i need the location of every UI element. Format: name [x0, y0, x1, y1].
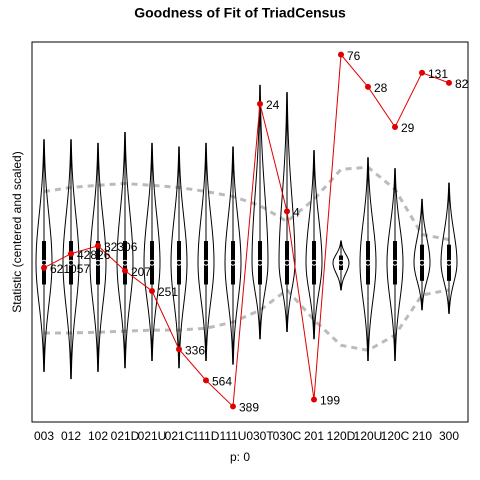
median-dot [176, 259, 182, 266]
count-label: 32306 [104, 240, 138, 254]
count-label: 336 [185, 343, 205, 357]
count-label: 389 [239, 401, 259, 415]
observed-point [446, 79, 452, 86]
count-label: 76 [347, 49, 361, 63]
violin [143, 142, 161, 361]
x-tick-label: 201 [304, 429, 324, 443]
count-label: 28 [374, 81, 388, 95]
count-label: 621057 [50, 262, 90, 276]
violin [224, 146, 242, 365]
median-dot [311, 259, 317, 266]
y-axis-label: Statistic (centered and scaled) [10, 151, 24, 312]
median-dot [149, 259, 155, 266]
observed-point [230, 403, 236, 410]
x-tick-label: 111D [193, 429, 220, 443]
observed-point [419, 69, 425, 76]
median-dot [203, 259, 209, 266]
median-dot [41, 259, 47, 266]
count-label: 42826 [77, 248, 111, 262]
observed-point [68, 250, 74, 257]
observed-point [257, 100, 263, 107]
median-dot [365, 259, 371, 266]
violin [170, 146, 188, 369]
x-tick-label: 300 [439, 429, 459, 443]
median-dot [392, 259, 398, 266]
observed-point [203, 377, 209, 384]
violin [305, 150, 323, 340]
median-dot [95, 259, 101, 266]
median-dot [446, 259, 452, 266]
count-label: 564 [212, 375, 232, 389]
count-label: 251 [158, 285, 178, 299]
x-tick-label: 021C [165, 429, 194, 443]
bound-line [43, 165, 450, 242]
x-tick-label: 021U [138, 429, 167, 443]
median-dot [230, 259, 236, 266]
x-tick-label: 003 [34, 429, 54, 443]
observed-point [149, 287, 155, 294]
observed-point [41, 264, 47, 271]
observed-point [122, 267, 128, 274]
count-label: 131 [428, 67, 448, 81]
x-axis-label: p: 0 [230, 450, 250, 464]
x-tick-label: 210 [412, 429, 432, 443]
count-label: 199 [320, 394, 340, 408]
observed-point [284, 208, 290, 215]
count-label: 207 [131, 265, 151, 279]
count-label: 82 [455, 77, 469, 91]
x-tick-label: 111U [220, 429, 247, 443]
violin [35, 139, 53, 372]
median-dot [68, 259, 74, 266]
median-dot [122, 259, 128, 266]
x-tick-label: 012 [61, 429, 81, 443]
x-tick-label: 030T [246, 429, 274, 443]
violin [116, 131, 134, 369]
x-tick-label: 120C [381, 429, 410, 443]
x-tick-label: 120D [327, 429, 356, 443]
chart-title: Goodness of Fit of TriadCensus [134, 5, 346, 21]
x-tick-label: 021D [111, 429, 140, 443]
observed-point [392, 124, 398, 131]
x-tick-label: 030C [273, 429, 302, 443]
median-dot [338, 259, 344, 266]
count-label: 4 [293, 206, 300, 220]
violin [62, 139, 80, 380]
observed-point [311, 396, 317, 403]
observed-line [43, 53, 450, 408]
violin [89, 142, 107, 372]
observed-point [95, 242, 101, 249]
bound-line [44, 287, 450, 352]
x-tick-label: 102 [88, 429, 108, 443]
median-dot [257, 259, 263, 266]
median-dot [419, 259, 425, 266]
observed-point [338, 51, 344, 58]
observed-point [176, 346, 182, 353]
median-dot [284, 259, 290, 266]
plot-frame [31, 41, 469, 423]
count-label: 24 [266, 98, 280, 112]
observed-point [365, 83, 371, 90]
violin [197, 142, 215, 361]
x-tick-label: 120U [354, 429, 383, 443]
count-label: 29 [401, 121, 415, 135]
